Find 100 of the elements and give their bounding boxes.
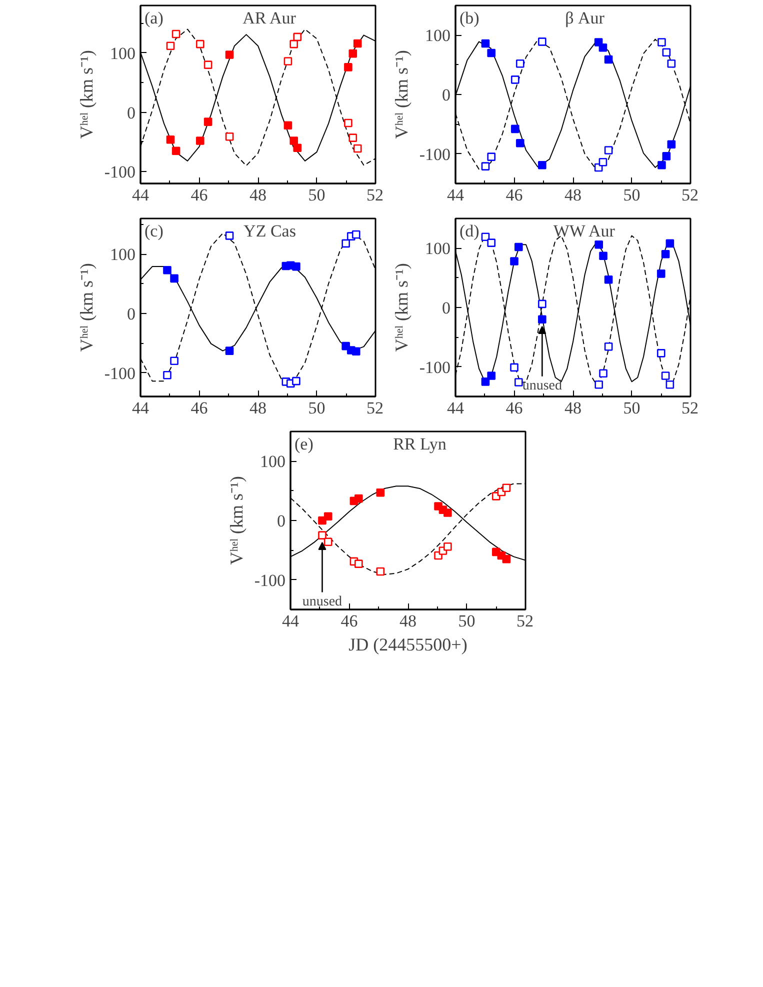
point <box>502 554 511 564</box>
point <box>344 63 352 72</box>
point <box>599 252 608 260</box>
point <box>204 60 212 69</box>
y-tick-label: 100 <box>110 245 136 264</box>
annotation: (b) <box>460 8 480 28</box>
point <box>284 57 292 66</box>
point <box>662 152 671 160</box>
point <box>487 372 496 380</box>
annotation: unused <box>302 594 342 610</box>
y-axis-title: Vʰᵉˡ (km s⁻¹) <box>391 50 412 139</box>
point <box>598 43 608 52</box>
point <box>516 139 524 148</box>
x-tick-label: 44 <box>447 186 464 204</box>
point <box>204 118 212 126</box>
point <box>290 40 298 48</box>
x-tick-label: 50 <box>308 186 326 204</box>
point <box>225 346 234 355</box>
x-tick-label: 48 <box>564 398 582 418</box>
point <box>348 134 358 142</box>
point <box>481 378 490 386</box>
point <box>163 266 172 274</box>
x-tick-label: 46 <box>340 612 358 630</box>
x-tick-label: 46 <box>190 398 208 418</box>
point <box>376 488 385 497</box>
x-tick-label: 48 <box>564 186 582 204</box>
annotation: (c) <box>144 222 164 240</box>
point <box>481 39 490 48</box>
x-tick-label: 46 <box>190 186 208 204</box>
y-tick-label: 0 <box>127 304 136 324</box>
x-tick-label: 48 <box>250 398 266 418</box>
point <box>172 146 180 156</box>
y-tick-label: 100 <box>425 239 450 258</box>
y-tick-label: -100 <box>419 358 451 377</box>
point <box>538 315 546 324</box>
point <box>225 50 234 59</box>
x-tick-label: 50 <box>623 186 640 204</box>
point <box>353 39 362 48</box>
point <box>594 240 603 249</box>
chart-title: β Aur <box>565 8 605 28</box>
point <box>594 380 603 389</box>
point <box>661 250 670 258</box>
point <box>293 32 302 42</box>
annotation: (e) <box>294 434 314 454</box>
y-tick-label: 0 <box>277 512 286 530</box>
point <box>662 48 671 57</box>
x-tick-label: 52 <box>366 398 384 418</box>
point <box>510 257 518 266</box>
point <box>502 484 511 492</box>
x-axis-title: JD (24455500+) <box>348 634 468 654</box>
point <box>487 152 496 161</box>
point <box>225 132 234 141</box>
point <box>354 560 363 568</box>
point <box>163 370 172 380</box>
point <box>538 38 546 46</box>
point <box>196 40 204 48</box>
x-tick-label: 52 <box>682 186 698 204</box>
x-tick-label: 50 <box>623 398 640 418</box>
annotation: unused <box>522 378 562 394</box>
point <box>604 342 613 351</box>
y-tick-label: -100 <box>419 144 451 164</box>
point <box>170 274 178 283</box>
point <box>604 146 613 154</box>
y-axis-title: Vʰᵉˡ (km s⁻¹) <box>76 263 96 352</box>
x-tick-label: 52 <box>682 398 698 418</box>
y-tick-label: 0 <box>442 86 450 104</box>
point <box>538 300 546 308</box>
x-tick-label: 46 <box>506 398 523 418</box>
point <box>661 372 670 380</box>
point <box>444 542 452 551</box>
point <box>324 538 332 546</box>
point <box>342 239 350 248</box>
point <box>292 262 300 271</box>
point <box>658 160 666 170</box>
point <box>290 136 298 145</box>
point <box>348 49 358 58</box>
y-axis-title: Vʰᵉˡ (km s⁻¹) <box>226 476 246 565</box>
point <box>318 531 326 540</box>
point <box>196 136 204 145</box>
y-tick-label: 0 <box>127 103 136 122</box>
point <box>352 230 360 239</box>
x-tick-label: 50 <box>308 398 326 418</box>
point <box>284 121 292 130</box>
point <box>170 356 178 366</box>
point <box>376 567 385 576</box>
y-tick-label: -100 <box>254 570 286 590</box>
point <box>166 42 175 50</box>
point <box>667 140 676 148</box>
point <box>598 158 608 166</box>
x-tick-label: 48 <box>250 186 266 204</box>
point <box>510 363 518 372</box>
annotation: (a) <box>144 8 164 28</box>
point <box>514 378 523 386</box>
x-tick-label: 48 <box>400 612 416 630</box>
x-tick-label: 44 <box>132 186 150 204</box>
point <box>514 242 523 252</box>
x-tick-label: 46 <box>506 186 523 204</box>
point <box>604 275 613 284</box>
point <box>481 232 490 242</box>
point <box>293 144 302 152</box>
